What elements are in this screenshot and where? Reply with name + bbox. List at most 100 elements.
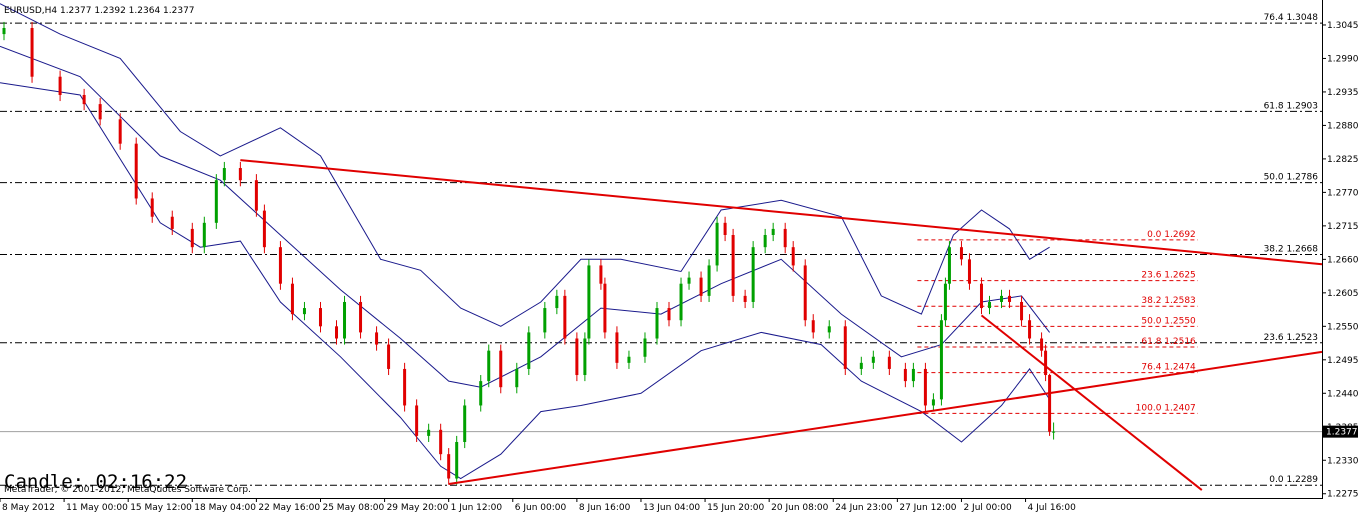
candle-body xyxy=(743,295,747,302)
candle-body xyxy=(403,368,407,406)
current-price-box xyxy=(1322,425,1358,438)
candle-body xyxy=(415,405,419,436)
candle-body xyxy=(687,277,691,284)
x-tick-label: 11 May 00:00 xyxy=(66,503,128,513)
candle-body xyxy=(715,222,719,266)
y-tick-label: 1.2330 xyxy=(1327,456,1359,466)
candle-body xyxy=(543,308,547,333)
fib-level-price: 1.2523 xyxy=(1287,333,1319,343)
trendline xyxy=(448,350,1323,485)
x-tick-label: 25 May 08:00 xyxy=(322,503,384,513)
fib-level-price: 1.2583 xyxy=(1164,296,1196,306)
candle-body xyxy=(679,283,683,321)
candle-body xyxy=(58,76,62,95)
candle-body xyxy=(967,259,971,284)
x-tick-label: 13 Jun 04:00 xyxy=(643,503,700,513)
candle-body xyxy=(82,94,86,105)
bollinger-band xyxy=(0,45,1050,388)
fib-level-name: 23.6 xyxy=(1141,271,1161,281)
x-tick-label: 1 Jun 12:00 xyxy=(451,503,503,513)
fib-level-price: 1.2407 xyxy=(1164,403,1196,413)
candle-body xyxy=(335,326,339,339)
bollinger-band xyxy=(0,3,1050,327)
candle-body xyxy=(343,301,347,339)
bollinger-band xyxy=(0,82,1051,480)
fib-recent-label: 0.0 1.2692 xyxy=(1147,230,1196,240)
fib-level-price: 1.3048 xyxy=(1287,13,1319,23)
candle-body xyxy=(603,283,607,333)
fib-level-label: 23.6 1.2523 xyxy=(1264,333,1318,343)
x-tick-label: 8 May 2012 xyxy=(2,503,55,513)
fib-level-label: 38.2 1.2668 xyxy=(1264,244,1319,254)
candle-body xyxy=(1028,320,1032,339)
candle-body xyxy=(911,368,915,382)
trendline xyxy=(980,314,1203,491)
fib-level-label: 76.4 1.3048 xyxy=(1264,13,1319,23)
fib-level-price: 1.2786 xyxy=(1287,173,1319,183)
candle-body xyxy=(238,168,242,181)
candle-body xyxy=(555,295,559,309)
candle-body xyxy=(499,350,503,388)
fib-level-name: 38.2 xyxy=(1264,244,1284,254)
x-tick-label: 4 Jul 16:00 xyxy=(1028,503,1077,513)
candle-body xyxy=(150,198,154,217)
candle-body xyxy=(1020,301,1024,321)
candle-body xyxy=(1052,431,1056,433)
fib-level-name: 0.0 xyxy=(1147,230,1162,240)
candle-body xyxy=(463,405,467,442)
candle-body xyxy=(803,265,807,321)
fib-level-price: 1.2516 xyxy=(1164,337,1196,347)
candle-body xyxy=(655,308,659,339)
candle-body xyxy=(359,301,363,333)
candle-body xyxy=(667,308,671,321)
x-tick-label: 6 Jun 00:00 xyxy=(515,503,567,513)
candle-body xyxy=(1000,295,1004,302)
fib-level-label: 0.0 1.2289 xyxy=(1269,475,1318,485)
candle-body xyxy=(515,368,519,388)
copyright: MetaTrader, © 2001-2012, MetaQuotes Soft… xyxy=(4,485,251,495)
y-tick-label: 1.2550 xyxy=(1327,322,1359,332)
candle-body xyxy=(627,356,631,363)
candle-body xyxy=(1048,375,1052,432)
y-tick-label: 1.2275 xyxy=(1327,490,1359,500)
candle-body xyxy=(170,216,174,229)
candle-body xyxy=(439,429,443,455)
x-tick-label: 29 May 20:00 xyxy=(387,503,449,513)
fib-level-name: 61.8 xyxy=(1264,101,1284,111)
candle-body xyxy=(487,350,491,382)
y-tick-label: 1.2770 xyxy=(1327,188,1359,198)
candle-body xyxy=(302,308,306,315)
candle-body xyxy=(278,247,282,284)
fib-level-price: 1.2289 xyxy=(1287,475,1319,485)
candle-body xyxy=(587,265,591,339)
y-tick-label: 1.2440 xyxy=(1327,389,1359,399)
candle-body xyxy=(134,143,138,199)
fib-level-name: 76.4 xyxy=(1141,363,1161,373)
candle-body xyxy=(583,338,587,376)
candle-body xyxy=(575,338,579,376)
y-tick-label: 1.2715 xyxy=(1327,222,1359,232)
candle-body xyxy=(707,265,711,296)
fib-recent-label: 100.0 1.2407 xyxy=(1136,403,1196,413)
candle-body xyxy=(222,168,226,181)
x-tick-label: 2 Jul 00:00 xyxy=(963,503,1012,513)
candle-body xyxy=(771,228,775,235)
fib-level-price: 1.2692 xyxy=(1164,230,1196,240)
candle-body xyxy=(1008,295,1012,302)
trendline xyxy=(240,159,1323,266)
candle-body xyxy=(2,28,6,35)
candle-body xyxy=(387,344,391,369)
candle-body xyxy=(871,356,875,363)
candle-body xyxy=(318,308,322,327)
candle-body xyxy=(118,119,122,144)
candle-body xyxy=(859,362,863,369)
candle-body xyxy=(202,222,206,248)
fib-level-price: 1.2625 xyxy=(1164,271,1196,281)
candle-body xyxy=(262,210,266,248)
fib-level-name: 50.0 xyxy=(1141,316,1161,326)
candle-body xyxy=(615,332,619,363)
candle-body xyxy=(30,28,34,77)
candle-body xyxy=(751,247,755,302)
candle-body xyxy=(947,247,951,284)
candle-body xyxy=(447,454,451,479)
